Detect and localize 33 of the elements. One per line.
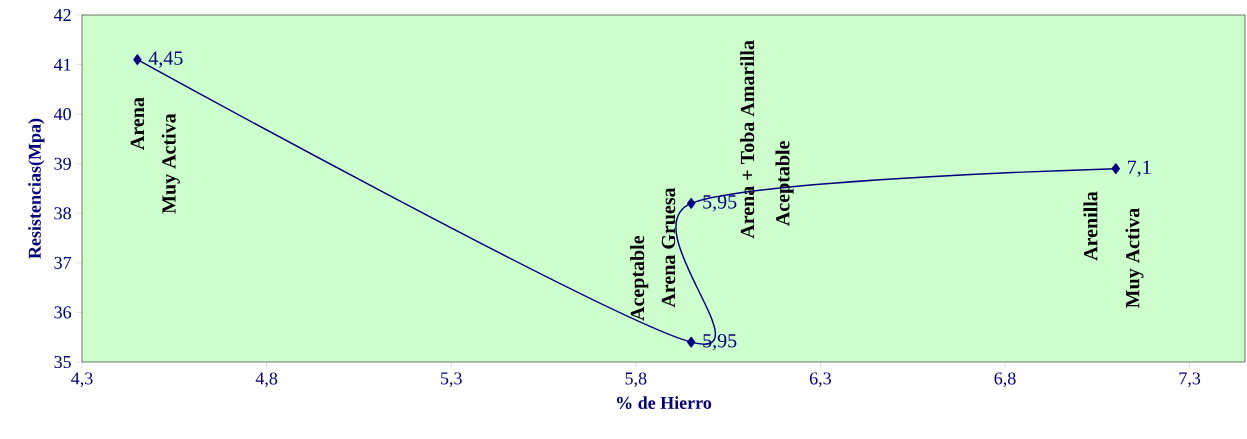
annotation: Muy Activa [1125, 208, 1144, 308]
y-tick-label: 36 [54, 306, 72, 319]
x-axis-title: % de Hierro [617, 396, 712, 409]
point [686, 336, 696, 348]
annotation: Arena + Toba Amarilla [740, 40, 755, 239]
y-tick-label: 41 [53, 58, 71, 71]
x-tick-label: 6,8 [994, 372, 1016, 388]
point [1111, 163, 1121, 175]
annotation: 5,95 [703, 195, 737, 212]
point [686, 197, 696, 209]
x-tick-label: 5,3 [441, 372, 462, 388]
annotation: 7,1 [1128, 160, 1151, 177]
y-tick-label: 40 [53, 108, 71, 121]
annotation: Aceptable [630, 235, 649, 321]
annotation: Aceptable [775, 141, 794, 226]
annotation: Arena [130, 97, 145, 150]
annotation: 5,95 [703, 334, 737, 351]
y-tick-label: 37 [54, 256, 72, 269]
x-tick-label: 5,8 [625, 372, 647, 388]
y-axis-title: Resistencias(Mpa) [28, 118, 45, 259]
annotation: Arenilla [1083, 191, 1098, 261]
y-tick-label: 35 [54, 355, 71, 369]
y-tick-label: 39 [54, 157, 71, 170]
y-tick-label: 42 [53, 9, 71, 21]
annotation: 4,45 [148, 51, 183, 68]
y-tick-label: 38 [54, 207, 71, 220]
annotation: Arena Gruesa [661, 187, 676, 308]
x-tick-label: 4,8 [255, 372, 278, 388]
x-tick-label: 4,3 [71, 372, 93, 388]
annotation: Muy Activa [161, 113, 180, 214]
point [133, 54, 142, 66]
x-tick-label: 7,3 [1179, 372, 1201, 388]
x-tick-label: 6,3 [809, 372, 831, 388]
